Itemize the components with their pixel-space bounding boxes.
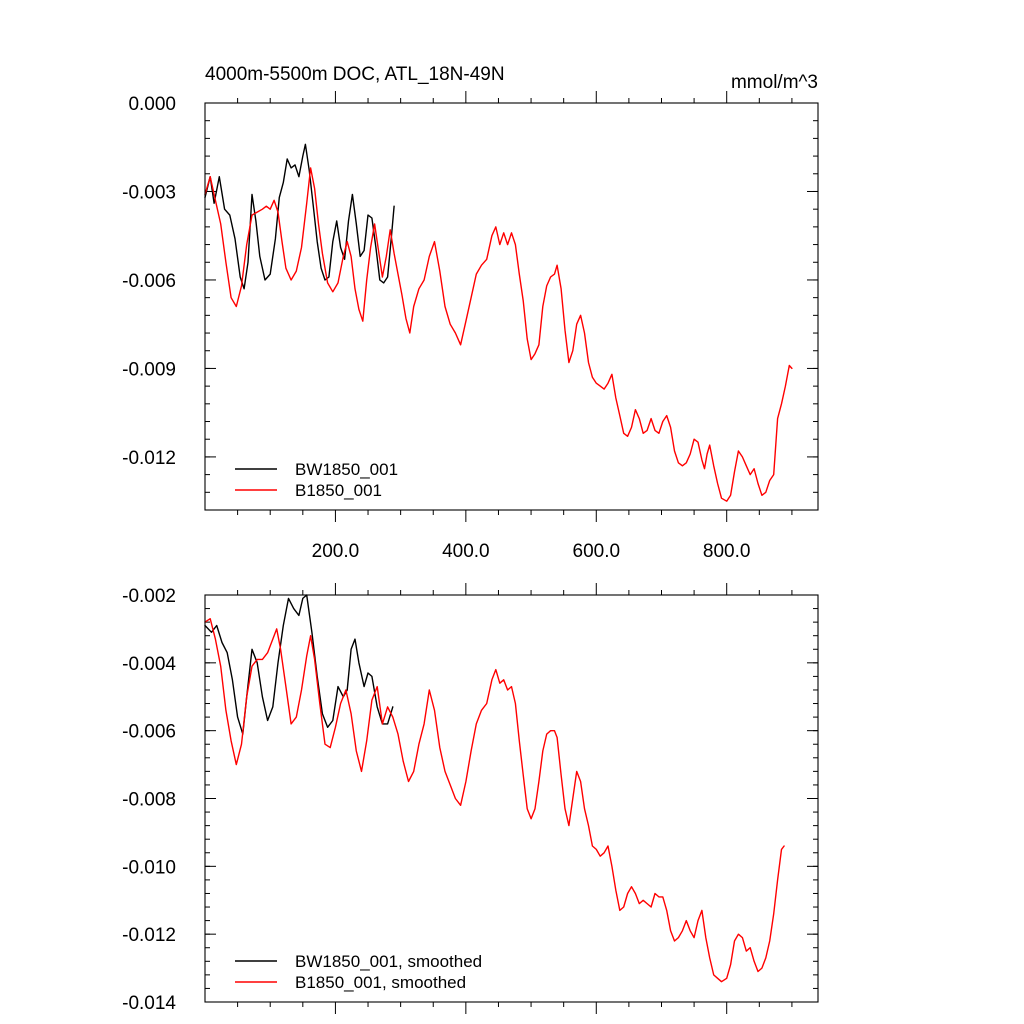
x-tick-label: 600.0 <box>573 541 621 562</box>
legend-label: BW1850_001, smoothed <box>295 952 482 971</box>
x-tick-label: 200.0 <box>312 541 360 562</box>
y-tick-label: -0.010 <box>122 857 176 878</box>
y-tick-label: -0.009 <box>122 359 176 380</box>
bottom-chart-series-lines <box>204 594 785 983</box>
y-tick-label: -0.012 <box>122 925 176 946</box>
y-tick-label: -0.004 <box>122 654 176 675</box>
top-chart-series-lines <box>204 143 793 502</box>
chart-title: 4000m-5500m DOC, ATL_18N-49N <box>205 64 505 85</box>
legend-label: B1850_001, smoothed <box>295 973 466 992</box>
y-tick-label: -0.014 <box>122 993 176 1014</box>
y-tick-label: -0.006 <box>122 271 176 292</box>
bottom-chart-legend: BW1850_001, smoothed B1850_001, smoothed <box>235 952 482 992</box>
bottom-chart-ticks <box>205 583 818 1014</box>
legend-label: BW1850_001 <box>295 460 398 479</box>
y-tick-label: -0.002 <box>122 586 176 607</box>
bottom-chart-plot-frame <box>204 594 819 1003</box>
x-tick-label: 800.0 <box>703 541 751 562</box>
top-chart-tick-labels: 0.000 -0.003 -0.006 -0.009 -0.012 200.0 400.0 6… <box>122 94 750 562</box>
bottom-chart-panel: -0.002 -0.004 -0.006 -0.008 -0.010 -0.012 -0.0… <box>122 583 819 1014</box>
y-tick-label: -0.006 <box>122 722 176 743</box>
series-line <box>204 618 785 983</box>
top-chart-ticks <box>205 91 818 522</box>
series-line <box>204 143 395 290</box>
top-chart-plot-frame <box>204 102 819 511</box>
top-chart-legend: BW1850_001 B1850_001 <box>235 460 398 500</box>
legend-label: B1850_001 <box>295 481 382 500</box>
units-label: mmol/m^3 <box>731 72 818 93</box>
y-tick-label: -0.008 <box>122 790 176 811</box>
x-tick-label: 400.0 <box>442 541 490 562</box>
y-tick-label: 0.000 <box>128 94 176 115</box>
y-tick-label: -0.012 <box>122 448 176 469</box>
y-tick-label: -0.003 <box>122 182 176 203</box>
series-line <box>204 594 394 735</box>
bottom-chart-tick-labels: -0.002 -0.004 -0.006 -0.008 -0.010 -0.012 -0.0… <box>122 586 176 1014</box>
top-chart-panel: 4000m-5500m DOC, ATL_18N-49N mmol/m^3 0.… <box>122 64 819 562</box>
series-line <box>204 167 793 502</box>
